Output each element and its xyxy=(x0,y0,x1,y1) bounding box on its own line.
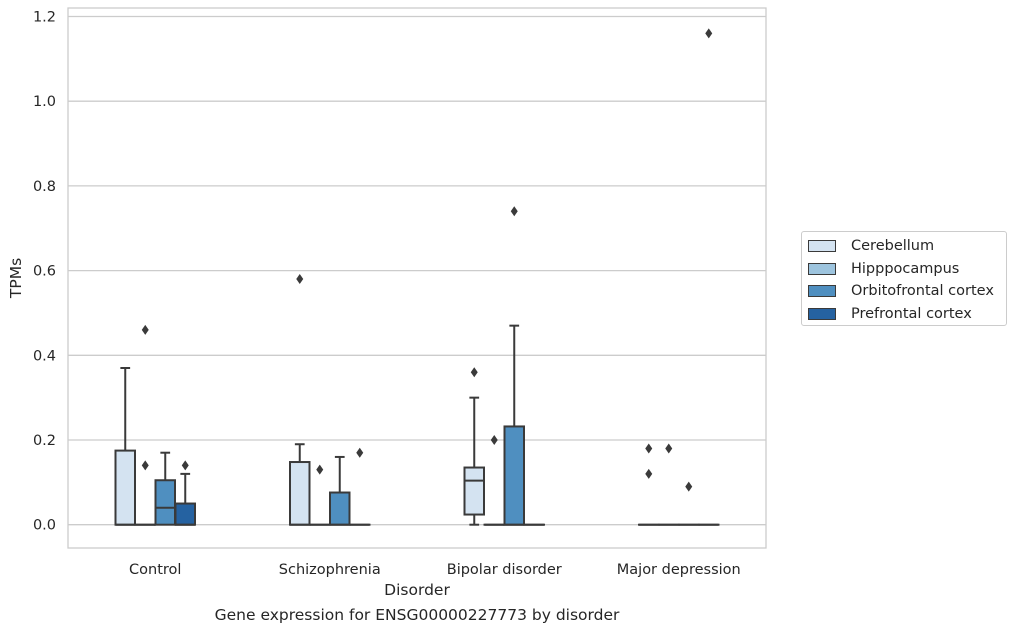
outlier-point xyxy=(141,460,149,471)
legend-swatch xyxy=(808,262,836,275)
x-tick-label: Schizophrenia xyxy=(279,562,381,578)
box-2 xyxy=(678,481,700,526)
box-0 xyxy=(463,367,485,526)
y-tick-label: 0.8 xyxy=(33,179,56,195)
box-body xyxy=(503,425,525,526)
box-body xyxy=(154,479,176,526)
outlier-point xyxy=(141,324,149,335)
outlier-point xyxy=(685,481,693,492)
y-tick-label: 0.2 xyxy=(33,433,56,449)
legend-item: Cerebellum xyxy=(808,236,934,256)
box-0 xyxy=(114,367,136,526)
box-body xyxy=(329,491,351,526)
outlier-point xyxy=(510,206,518,217)
box-0 xyxy=(289,274,311,526)
box-2 xyxy=(503,206,525,526)
y-tick-label: 1.0 xyxy=(33,94,56,110)
y-axis-ticks: 0.0 0.2 0.4 0.6 0.8 1.0 1.2 xyxy=(33,9,56,533)
legend-label: Cerebellum xyxy=(851,238,935,254)
box-2 xyxy=(329,455,351,526)
outlier-point xyxy=(356,447,364,458)
y-axis-label: TPMs xyxy=(7,258,25,299)
y-tick-label: 1.2 xyxy=(33,9,56,25)
x-axis-ticks: Control Schizophrenia Bipolar disorder Majo… xyxy=(129,562,741,578)
box-body xyxy=(463,466,485,516)
grid-lines xyxy=(68,15,766,526)
legend-item: Prefrontal cortex xyxy=(808,304,972,324)
box-1 xyxy=(309,464,331,526)
box-3 xyxy=(349,447,371,526)
box-1 xyxy=(658,443,680,526)
outlier-point xyxy=(296,274,304,285)
box-1 xyxy=(483,435,505,526)
y-tick-label: 0.0 xyxy=(33,518,56,534)
legend-swatch xyxy=(808,240,836,252)
legend-item: Orbitofrontal cortex xyxy=(808,281,994,301)
legend-swatch xyxy=(808,285,836,297)
box-series xyxy=(114,28,720,526)
y-tick-label: 0.6 xyxy=(33,264,56,280)
box-3 xyxy=(698,28,720,526)
box-body xyxy=(114,449,136,526)
x-tick-label: Bipolar disorder xyxy=(447,562,562,578)
outlier-point xyxy=(470,367,478,378)
outlier-point xyxy=(645,468,653,479)
legend: Cerebellum Hipppocampus Orbitofrontal cort… xyxy=(801,231,1007,326)
chart-caption: Gene expression for ENSG00000227773 by d… xyxy=(214,606,620,624)
legend-label: Hipppocampus xyxy=(851,260,960,277)
box-0 xyxy=(638,443,660,526)
box-body xyxy=(289,461,311,526)
legend-label: Prefrontal cortex xyxy=(851,305,972,322)
outlier-point xyxy=(490,435,498,445)
outlier-point xyxy=(645,443,653,454)
box-body xyxy=(174,502,196,526)
legend-swatch xyxy=(808,307,836,320)
outlier-point xyxy=(665,443,673,454)
box-2 xyxy=(154,451,176,526)
outlier-point xyxy=(705,28,713,39)
x-tick-label: Major depression xyxy=(617,562,741,578)
outlier-point xyxy=(181,460,189,471)
x-tick-label: Control xyxy=(129,562,181,578)
x-axis-label: Disorder xyxy=(384,581,450,599)
y-tick-label: 0.4 xyxy=(33,348,56,364)
box-3 xyxy=(174,460,196,526)
plot-area-frame xyxy=(67,7,767,549)
legend-item: Hipppocampus xyxy=(808,259,959,279)
legend-label: Orbitofrontal cortex xyxy=(851,283,994,299)
outlier-point xyxy=(316,464,324,475)
